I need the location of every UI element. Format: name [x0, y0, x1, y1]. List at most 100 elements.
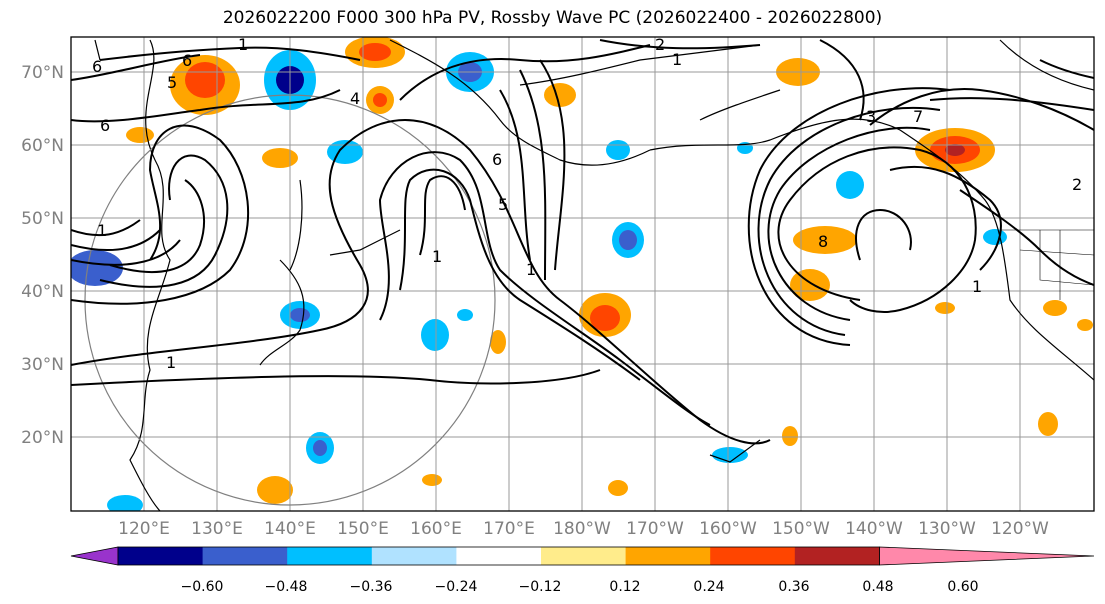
- colorbar-segment: [202, 547, 288, 565]
- colorbar-tick-label: 0.12: [609, 579, 640, 595]
- lon-label: 140°E: [264, 519, 316, 539]
- positive-anomaly: [359, 43, 391, 61]
- positive-anomaly: [126, 127, 154, 143]
- lon-label: 160°W: [699, 519, 757, 539]
- positive-anomaly: [782, 426, 798, 446]
- negative-anomaly: [421, 319, 449, 351]
- colorbar-segment: [118, 547, 204, 565]
- contour-label: 4: [350, 89, 360, 108]
- lat-label: 50°N: [21, 209, 64, 229]
- positive-anomaly: [257, 476, 293, 504]
- colorbar-segment: [541, 547, 627, 565]
- contour-label: 1: [972, 277, 982, 296]
- contour-label: 6: [492, 150, 502, 169]
- colorbar-segment: [371, 547, 457, 565]
- colorbar-segment: [456, 547, 542, 565]
- lon-label: 170°W: [626, 519, 684, 539]
- negative-anomaly: [313, 440, 327, 456]
- longitude-labels: 120°E 130°E 140°E 150°E 160°E 170°E 180°…: [118, 519, 1049, 539]
- positive-anomaly: [945, 144, 965, 156]
- contour-label: 1: [432, 247, 442, 266]
- radius-circle: [84, 94, 496, 506]
- map-title: 2026022200 F000 300 hPa PV, Rossby Wave …: [222, 8, 883, 28]
- colorbar-extend-low: [70, 546, 119, 566]
- contour-label: 2: [1072, 175, 1082, 194]
- lon-label: 170°E: [483, 519, 535, 539]
- latitude-labels: 70°N 60°N 50°N 40°N 30°N 20°N: [21, 63, 64, 448]
- lon-label: 120°W: [991, 519, 1049, 539]
- positive-anomaly: [373, 93, 387, 107]
- colorbar-tick-label: 0.48: [862, 579, 893, 595]
- contour-label: 8: [818, 232, 828, 251]
- contour-label: 2: [655, 35, 665, 54]
- negative-anomaly: [983, 229, 1007, 245]
- negative-anomaly: [327, 140, 363, 164]
- positive-anomaly: [790, 269, 830, 301]
- lon-label: 120°E: [118, 519, 170, 539]
- positive-anomaly: [590, 305, 620, 331]
- contour-label: 6: [182, 51, 192, 70]
- pv-contours: [71, 39, 1094, 445]
- contour-labels: 1 2 1 6 5 4 6 5 6 1 1 1 1 3 7 8 1 6 2: [92, 35, 1082, 372]
- lat-label: 60°N: [21, 136, 64, 156]
- negative-anomaly: [606, 140, 630, 160]
- negative-anomaly: [71, 250, 123, 286]
- negative-anomaly: [457, 309, 473, 321]
- positive-anomaly: [935, 302, 955, 314]
- colorbar-border: [117, 546, 880, 566]
- colorbar-segment: [710, 547, 796, 565]
- colorbar-segment: [287, 547, 373, 565]
- contour-label: 3: [866, 107, 876, 126]
- contour-label: 1: [672, 50, 682, 69]
- colorbar-tick-label: −0.36: [350, 579, 393, 595]
- negative-anomaly: [107, 495, 143, 511]
- lat-label: 30°N: [21, 355, 64, 375]
- positive-anomaly: [490, 330, 506, 354]
- contour-label: 6: [100, 116, 110, 135]
- lon-label: 130°W: [918, 519, 976, 539]
- positive-anomaly: [1077, 319, 1093, 331]
- lon-label: 180°W: [553, 519, 611, 539]
- positive-anomaly: [608, 480, 628, 496]
- positive-anomaly: [262, 148, 298, 168]
- contour-label: 7: [913, 107, 923, 126]
- colorbar-tick-label: −0.48: [265, 579, 308, 595]
- positive-anomaly: [793, 226, 857, 254]
- positive-anomaly: [422, 474, 442, 486]
- negative-anomaly: [836, 171, 864, 199]
- positive-anomaly: [1038, 412, 1058, 436]
- contour-label: 6: [92, 57, 102, 76]
- colorbar-tick-label: 0.24: [693, 579, 724, 595]
- graticule: [71, 37, 1094, 511]
- borders: [1000, 229, 1094, 300]
- colorbar: [70, 546, 1095, 566]
- lat-label: 70°N: [21, 63, 64, 83]
- contour-label: 1: [526, 260, 536, 279]
- lat-label: 20°N: [21, 428, 64, 448]
- lon-label: 160°E: [410, 519, 462, 539]
- colorbar-tick-label: −0.12: [519, 579, 562, 595]
- contour-label: 1: [166, 353, 176, 372]
- colorbar-extend-high: [879, 546, 1095, 566]
- lon-label: 150°W: [772, 519, 830, 539]
- colorbar-segment: [625, 547, 711, 565]
- colorbar-tick-label: −0.24: [435, 579, 478, 595]
- colorbar-segment: [794, 547, 880, 565]
- negative-anomaly: [619, 230, 637, 250]
- positive-anomaly: [185, 62, 225, 98]
- contour-label: 1: [238, 35, 248, 54]
- positive-anomaly: [1043, 300, 1067, 316]
- lon-label: 140°W: [845, 519, 903, 539]
- contour-label: 5: [498, 195, 508, 214]
- lon-label: 130°E: [191, 519, 243, 539]
- contour-label: 5: [167, 73, 177, 92]
- colorbar-tick-label: −0.60: [181, 579, 224, 595]
- map-frame: [70, 36, 1095, 512]
- colorbar-tick-label: 0.60: [947, 579, 978, 595]
- lat-label: 40°N: [21, 282, 64, 302]
- pc-shading: [71, 37, 1093, 511]
- colorbar-ticks: −0.60 −0.48 −0.36 −0.24 −0.12 0.12 0.24 …: [181, 579, 979, 595]
- negative-anomaly: [712, 447, 748, 463]
- positive-anomaly: [544, 83, 576, 107]
